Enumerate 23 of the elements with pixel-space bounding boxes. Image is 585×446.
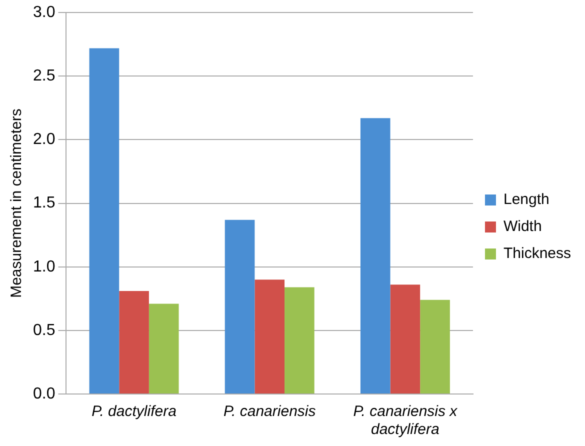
bar <box>390 284 420 394</box>
legend-label: Thickness <box>503 245 572 262</box>
bar <box>89 48 120 394</box>
bar <box>360 118 390 394</box>
bar <box>119 291 149 394</box>
bar <box>420 300 450 394</box>
bar <box>254 280 285 394</box>
x-tick-label: P. canariensis x dactylifera <box>353 403 458 438</box>
y-axis-title: Measurement in centimeters <box>8 108 26 298</box>
legend-label: Width <box>503 218 542 236</box>
bar <box>284 287 314 394</box>
legend-label: Length <box>503 191 550 208</box>
y-tick-label: 0.0 <box>32 385 56 402</box>
bar <box>148 304 179 394</box>
y-tick-label: 1.5 <box>32 194 56 212</box>
y-tick-label: 3.0 <box>32 4 56 22</box>
y-tick-label: 1.0 <box>32 258 56 276</box>
bar <box>224 220 255 394</box>
y-tick-label: 2.5 <box>32 68 56 85</box>
y-tick-label: 0.5 <box>32 322 56 339</box>
x-tick-label: P. canariensis <box>223 403 316 420</box>
x-tick-label: P. dactylifera <box>92 403 176 420</box>
y-tick-label: 2.0 <box>32 131 56 148</box>
